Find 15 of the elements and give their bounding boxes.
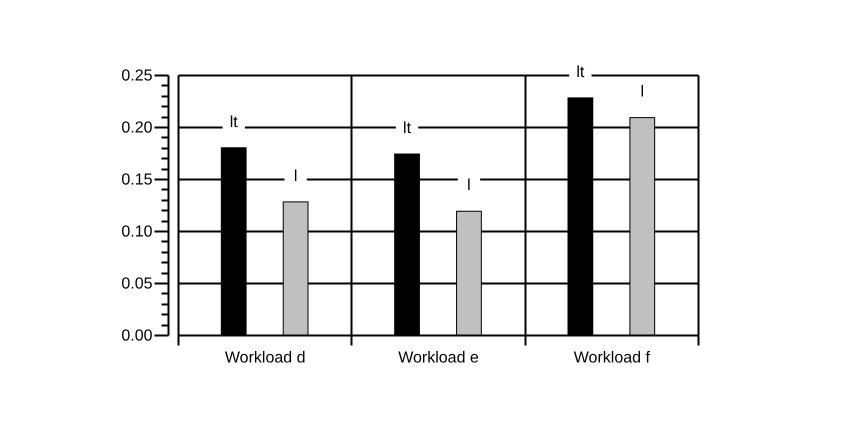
text: lt (576, 64, 584, 81)
y-tick-label: 0.00 (121, 328, 153, 344)
series-label: l (294, 168, 298, 185)
y-tick-label: 0.15 (121, 172, 153, 188)
y-tick-label: 0.25 (121, 68, 153, 84)
y-tick-label: 0.20 (121, 120, 153, 136)
text: lt (403, 120, 412, 138)
y-tick-label: 0.05 (121, 276, 153, 292)
series-label: lt (230, 114, 238, 131)
y-tick-label: 0.10 (121, 224, 153, 240)
text: l (467, 177, 471, 194)
x-tick-label: Workload f (574, 350, 650, 366)
x-tick-label: Workload e (398, 350, 479, 366)
text: l (640, 84, 644, 101)
x-tick-label: Workload d (224, 350, 306, 366)
